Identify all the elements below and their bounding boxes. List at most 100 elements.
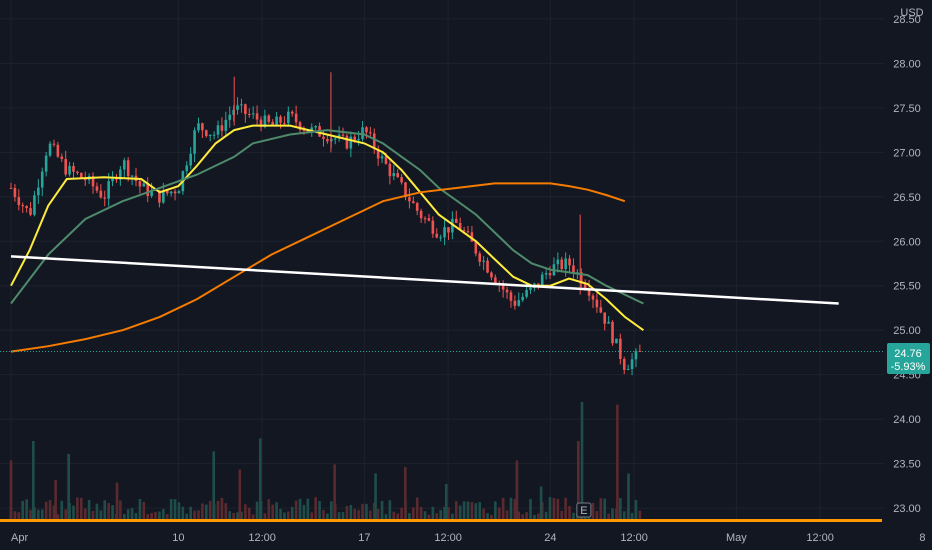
candle-body[interactable] xyxy=(279,116,282,123)
candle-body[interactable] xyxy=(220,125,224,131)
candle-body[interactable] xyxy=(521,296,524,301)
candle-body[interactable] xyxy=(146,183,150,196)
candle-body[interactable] xyxy=(283,122,286,124)
candle-body[interactable] xyxy=(369,132,372,134)
candle-body[interactable] xyxy=(95,186,99,191)
candle-body[interactable] xyxy=(611,321,614,344)
candle-body[interactable] xyxy=(185,165,189,172)
candle-body[interactable] xyxy=(587,288,591,296)
candle-body[interactable] xyxy=(583,283,587,289)
candle-body[interactable] xyxy=(372,133,376,149)
candle-body[interactable] xyxy=(236,105,239,110)
candle-body[interactable] xyxy=(107,181,110,199)
candle-body[interactable] xyxy=(25,205,28,209)
candle-body[interactable] xyxy=(513,300,517,306)
candle-body[interactable] xyxy=(76,171,79,174)
candle-body[interactable] xyxy=(165,190,169,194)
candle-body[interactable] xyxy=(169,191,173,194)
candle-body[interactable] xyxy=(142,183,146,187)
candle-body[interactable] xyxy=(376,148,380,159)
candle-body[interactable] xyxy=(314,126,317,128)
candle-body[interactable] xyxy=(162,190,165,203)
candle-body[interactable] xyxy=(388,163,392,177)
candle-body[interactable] xyxy=(13,188,17,198)
candle-body[interactable] xyxy=(263,115,267,128)
candle-body[interactable] xyxy=(126,160,130,177)
candle-body[interactable] xyxy=(365,127,368,133)
candle-body[interactable] xyxy=(267,115,271,122)
candle-body[interactable] xyxy=(451,218,454,233)
candle-body[interactable] xyxy=(275,116,278,125)
candle-body[interactable] xyxy=(247,114,251,116)
candle-body[interactable] xyxy=(341,134,345,136)
candle-body[interactable] xyxy=(193,130,196,154)
candle-body[interactable] xyxy=(572,265,575,274)
candle-body[interactable] xyxy=(271,121,275,125)
candle-body[interactable] xyxy=(599,307,603,313)
candle-body[interactable] xyxy=(607,321,610,324)
time-axis[interactable]: Apr 10 12:00 17 12:00 24 12:00 May 12:00 8 xyxy=(11,532,925,544)
candle-body[interactable] xyxy=(138,181,142,187)
candle-body[interactable] xyxy=(111,176,114,182)
candle-body[interactable] xyxy=(122,160,126,170)
candle-body[interactable] xyxy=(595,299,599,308)
candle-body[interactable] xyxy=(64,159,67,175)
candle-body[interactable] xyxy=(44,155,48,172)
candle-body[interactable] xyxy=(400,177,403,183)
candle-body[interactable] xyxy=(255,113,259,120)
candle-body[interactable] xyxy=(302,129,306,131)
candle-body[interactable] xyxy=(622,359,626,370)
candle-body[interactable] xyxy=(626,369,630,371)
candle-body[interactable] xyxy=(173,191,177,194)
candle-body[interactable] xyxy=(150,190,153,196)
candle-body[interactable] xyxy=(470,232,474,242)
candle-body[interactable] xyxy=(494,277,497,284)
candle-body[interactable] xyxy=(310,127,314,132)
candle-body[interactable] xyxy=(103,197,107,199)
candle-body[interactable] xyxy=(232,109,235,115)
trendline[interactable] xyxy=(10,255,839,305)
candle-body[interactable] xyxy=(306,130,310,132)
candle-body[interactable] xyxy=(591,295,595,300)
candle-body[interactable] xyxy=(361,127,364,140)
candle-body[interactable] xyxy=(259,119,263,128)
candle-body[interactable] xyxy=(216,125,220,135)
candle-body[interactable] xyxy=(509,292,513,301)
candle-body[interactable] xyxy=(177,191,181,194)
candle-body[interactable] xyxy=(568,258,571,266)
earnings-marker[interactable]: E xyxy=(576,502,592,518)
candle-body[interactable] xyxy=(447,227,450,233)
candle-body[interactable] xyxy=(224,119,228,131)
candle-body[interactable] xyxy=(130,175,134,177)
candle-body[interactable] xyxy=(431,220,435,234)
candle-body[interactable] xyxy=(244,104,247,115)
candle-body[interactable] xyxy=(505,289,509,293)
candle-body[interactable] xyxy=(560,259,564,270)
candle-body[interactable] xyxy=(537,283,540,286)
candle-body[interactable] xyxy=(228,114,232,120)
candle-body[interactable] xyxy=(380,156,384,159)
candle-body[interactable] xyxy=(294,113,298,123)
candle-body[interactable] xyxy=(9,187,13,189)
candle-body[interactable] xyxy=(345,135,349,149)
candle-body[interactable] xyxy=(392,173,396,177)
candle-body[interactable] xyxy=(322,136,325,139)
candle-body[interactable] xyxy=(474,241,478,254)
candle-body[interactable] xyxy=(298,122,302,130)
candle-body[interactable] xyxy=(540,274,544,286)
candle-body[interactable] xyxy=(333,138,337,140)
candle-body[interactable] xyxy=(201,123,204,131)
candle-body[interactable] xyxy=(419,210,423,219)
candle-body[interactable] xyxy=(384,156,388,164)
candle-body[interactable] xyxy=(119,169,122,180)
candle-body[interactable] xyxy=(525,289,528,297)
candle-body[interactable] xyxy=(357,139,360,141)
candle-body[interactable] xyxy=(80,173,83,178)
candle-body[interactable] xyxy=(458,223,462,231)
candle-body[interactable] xyxy=(290,111,294,114)
candle-body[interactable] xyxy=(486,260,489,273)
candle-body[interactable] xyxy=(158,190,161,203)
candle-body[interactable] xyxy=(439,237,442,239)
candle-body[interactable] xyxy=(240,104,243,106)
candle-body[interactable] xyxy=(60,156,64,160)
